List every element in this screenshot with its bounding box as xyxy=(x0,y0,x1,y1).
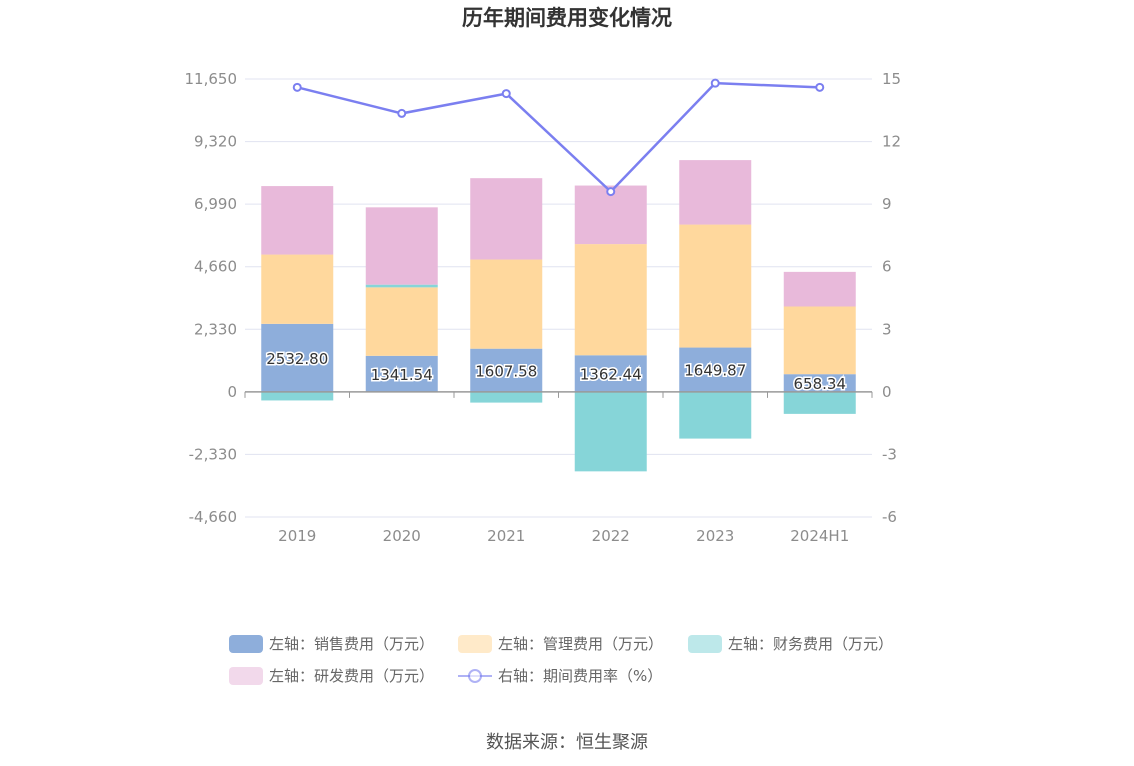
line-point xyxy=(501,89,511,99)
line-point xyxy=(397,108,407,118)
bar-segment xyxy=(470,178,543,260)
x-axis-tick-label: 2019 xyxy=(278,527,316,545)
left-axis-tick-label: -4,660 xyxy=(189,508,237,526)
right-axis-tick-label: 12 xyxy=(882,133,901,151)
bar-segment xyxy=(679,224,752,348)
line-point xyxy=(815,82,825,92)
right-axis-tick-label: 6 xyxy=(882,258,892,276)
bar-segment xyxy=(574,244,647,356)
bar-segment xyxy=(261,254,334,324)
left-axis-tick-label: 6,990 xyxy=(194,195,237,213)
x-axis-tick-label: 2021 xyxy=(487,527,525,545)
data-label: 2532.80 xyxy=(266,350,328,368)
left-axis-tick-label: 11,650 xyxy=(185,70,238,88)
bar-segment xyxy=(365,207,438,285)
legend-swatch xyxy=(458,635,492,653)
right-axis-tick-label: -3 xyxy=(882,445,897,463)
x-axis-tick-label: 2024H1 xyxy=(790,527,849,545)
bar-segment xyxy=(783,391,856,414)
line-point xyxy=(606,187,616,197)
data-label: 658.34 xyxy=(794,375,847,393)
bar-segment xyxy=(679,347,752,392)
left-axis-tick-label: -2,330 xyxy=(189,445,237,463)
bar-segment xyxy=(574,355,647,392)
bar-segment xyxy=(783,374,856,392)
legend-item: 右轴：期间费用率（%） xyxy=(458,667,662,685)
legend-label: 左轴：研发费用（万元） xyxy=(269,667,434,685)
bar-segment xyxy=(470,259,543,349)
legend-item: 左轴：管理费用（万元） xyxy=(458,635,663,653)
x-axis-tick-label: 2022 xyxy=(592,527,630,545)
x-axis-tick-label: 2020 xyxy=(383,527,421,545)
line-point xyxy=(292,82,302,92)
right-axis-tick-label: -6 xyxy=(882,508,897,526)
data-label: 1362.44 xyxy=(580,366,642,384)
left-axis-tick-label: 4,660 xyxy=(194,258,237,276)
chart-title: 历年期间费用变化情况 xyxy=(462,6,672,30)
legend-item: 左轴：财务费用（万元） xyxy=(688,635,893,653)
legend-swatch xyxy=(229,635,263,653)
legend-marker xyxy=(468,669,482,683)
bar-segment xyxy=(470,391,543,403)
x-axis-tick-label: 2023 xyxy=(696,527,734,545)
legend-swatch xyxy=(688,635,722,653)
bar-segment xyxy=(261,186,334,255)
legend-label: 右轴：期间费用率（%） xyxy=(498,667,662,685)
legend-label: 左轴：销售费用（万元） xyxy=(269,635,434,653)
data-label: 1341.54 xyxy=(371,366,433,384)
bar-segment xyxy=(365,284,438,288)
bar-segment xyxy=(679,160,752,225)
data-label: 1649.87 xyxy=(684,362,746,380)
bar-segment xyxy=(261,323,334,392)
data-source: 数据来源：恒生聚源 xyxy=(486,732,648,753)
line-series-rate xyxy=(296,81,820,194)
bar-segment xyxy=(470,348,543,392)
data-label: 1607.58 xyxy=(475,362,537,380)
bar-segment xyxy=(783,306,856,375)
bar-segment xyxy=(365,287,438,356)
left-axis-tick-label: 2,330 xyxy=(194,320,237,338)
right-axis-tick-label: 15 xyxy=(882,70,901,88)
bar-segment xyxy=(574,391,647,472)
legend-item: 左轴：销售费用（万元） xyxy=(229,635,434,653)
legend-label: 左轴：财务费用（万元） xyxy=(728,635,893,653)
right-axis-tick-label: 0 xyxy=(882,383,892,401)
bar-segment xyxy=(365,355,438,392)
right-axis-tick-label: 3 xyxy=(882,320,892,338)
left-axis-tick-label: 0 xyxy=(227,383,237,401)
right-axis-tick-label: 9 xyxy=(882,195,892,213)
bar-segment xyxy=(261,391,334,401)
bar-segment xyxy=(679,391,752,439)
legend-item: 左轴：研发费用（万元） xyxy=(229,667,434,685)
line-point xyxy=(710,78,720,88)
legend-swatch xyxy=(229,667,263,685)
left-axis-tick-label: 9,320 xyxy=(194,133,237,151)
legend-label: 左轴：管理费用（万元） xyxy=(498,635,663,653)
bar-segment xyxy=(783,271,856,307)
